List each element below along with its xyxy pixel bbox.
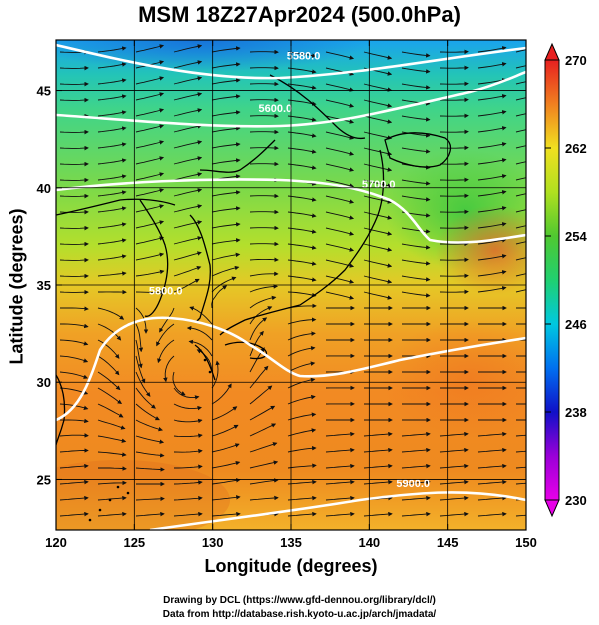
height-contours [56,43,526,530]
x-tick-label: 120 [45,535,67,550]
contour-label: 5700.0 [362,179,396,191]
x-tick-label: 145 [437,535,459,550]
x-tick-label: 135 [280,535,302,550]
grid-lines [56,40,526,530]
contour-label: 5800.0 [149,286,183,298]
colorbar-tick-label: 238 [565,405,587,420]
y-axis-label: Latitude (degrees) [6,208,27,365]
x-tick-label: 150 [515,535,537,550]
contour-label: 5600.0 [259,103,293,115]
chart-title: MSM 18Z27Apr2024 (500.0hPa) [138,2,461,27]
coastlines [56,74,452,522]
y-tick-label: 40 [37,181,51,196]
y-tick-label: 45 [37,84,51,99]
colorbar-tick-label: 270 [565,53,587,68]
credit-data: Data from http://database.rish.kyoto-u.a… [162,609,437,620]
colorbar-tick-label: 262 [565,141,587,156]
colorbar-tick-label: 254 [565,229,587,244]
x-tick-label: 140 [358,535,380,550]
y-tick-label: 30 [37,375,51,390]
wind-streamlines [59,44,526,517]
contour-label: 5580.0 [287,50,321,62]
x-tick-label: 130 [202,535,224,550]
colorbar-top-arrow [544,42,560,61]
contour-label: 5900.0 [396,478,430,490]
credit-drawing: Drawing by DCL (https://www.gfd-dennou.o… [163,595,436,606]
x-tick-label: 125 [123,535,145,550]
colorbar-bottom-arrow [544,499,560,518]
colorbar-tick-label: 246 [565,317,587,332]
x-axis-label: Longitude (degrees) [204,556,378,576]
y-tick-label: 35 [37,278,51,293]
colorbar: 230 238 246 254 262 270 [544,42,587,518]
colorbar-tick-label: 230 [565,493,587,508]
y-tick-label: 25 [37,472,51,487]
